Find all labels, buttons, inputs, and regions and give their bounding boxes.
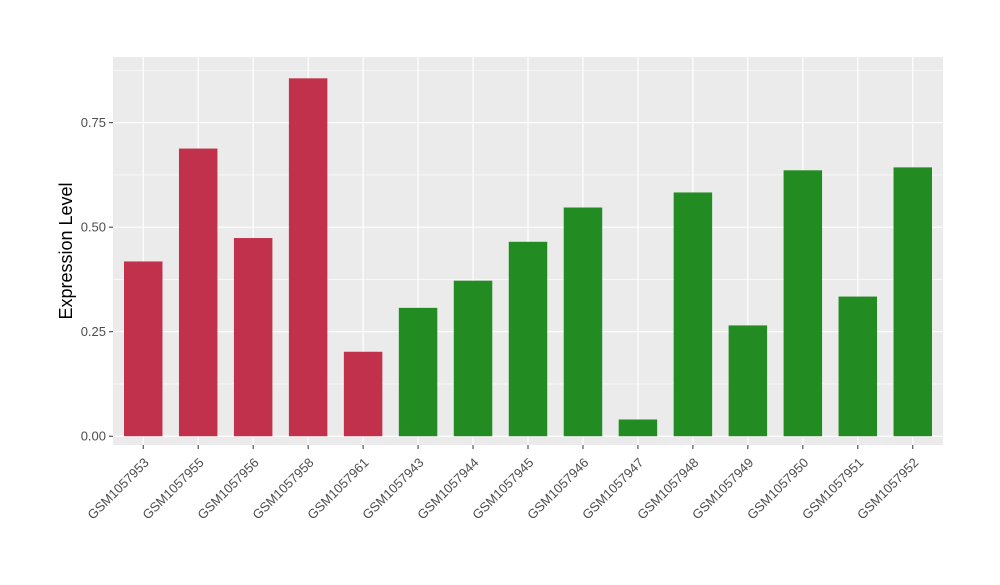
y-tick-label: 0.25 bbox=[81, 324, 106, 339]
bar-GSM1057945 bbox=[508, 241, 548, 437]
bar-GSM1057956 bbox=[233, 238, 273, 437]
y-axis: 0.00 0.25 0.50 0.75 bbox=[81, 115, 113, 444]
bar-GSM1057953 bbox=[123, 261, 163, 437]
bar-GSM1057948 bbox=[673, 192, 713, 437]
y-tick-label: 0.50 bbox=[81, 220, 106, 235]
bar-GSM1057961 bbox=[343, 351, 383, 437]
bar-GSM1057947 bbox=[618, 419, 658, 437]
bar-GSM1057958 bbox=[288, 78, 328, 437]
y-axis-title: Expression Level bbox=[56, 182, 76, 319]
bar-GSM1057943 bbox=[398, 307, 438, 437]
bars bbox=[123, 78, 933, 437]
bar-GSM1057949 bbox=[728, 325, 768, 437]
bar-GSM1057951 bbox=[838, 296, 878, 437]
bar-GSM1057946 bbox=[563, 207, 603, 437]
bar-GSM1057944 bbox=[453, 280, 493, 437]
y-tick-label: 0.00 bbox=[81, 429, 106, 444]
bar-GSM1057955 bbox=[178, 148, 218, 437]
bar-GSM1057952 bbox=[893, 167, 933, 437]
bar-GSM1057950 bbox=[783, 170, 823, 437]
x-axis: GSM1057953GSM1057955GSM1057956GSM1057958… bbox=[84, 445, 921, 522]
y-tick-label: 0.75 bbox=[81, 115, 106, 130]
